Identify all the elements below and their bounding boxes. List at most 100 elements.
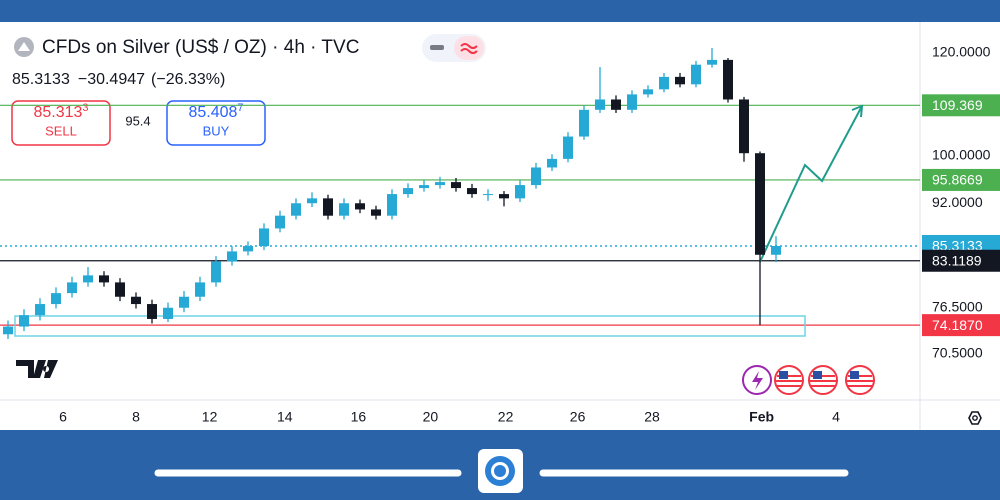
candle-body: [323, 198, 333, 216]
candle-body: [611, 99, 621, 110]
candle-body: [67, 282, 77, 294]
candle-body: [531, 167, 541, 186]
x-tick-label: 26: [570, 409, 586, 425]
x-tick-label: 4: [832, 409, 840, 425]
candle-body: [771, 245, 781, 255]
candle-body: [51, 293, 61, 305]
header-quote: 85.3133 −30.4947 (−26.33%): [12, 71, 225, 88]
candle-body: [35, 304, 45, 316]
event-bolt: [752, 371, 763, 390]
y-tick-label: 120.0000: [932, 43, 991, 59]
spread: 95.4: [125, 113, 150, 128]
candle-body: [211, 261, 221, 283]
candle-body: [83, 275, 93, 283]
toggle-active: [454, 36, 484, 60]
level-label: 95.8669: [932, 172, 983, 188]
candle-body: [307, 198, 317, 204]
settings-icon[interactable]: [968, 411, 982, 425]
chart-title: CFDs on Silver (US$ / OZ) · 4h · TVC: [42, 37, 359, 58]
candle-body: [435, 182, 445, 186]
x-tick-label: 6: [59, 409, 67, 425]
candle-body: [355, 203, 365, 210]
y-tick-label: 100.0000: [932, 147, 991, 163]
x-tick-label: 28: [644, 409, 660, 425]
candle-body: [739, 99, 749, 154]
candle-body: [691, 64, 701, 85]
sell-button[interactable]: [11, 100, 111, 146]
event-flag[interactable]: [808, 365, 838, 395]
axis-labels: 120.0000 100.0000 92.0000 76.5000 70.5000 6 8 1…: [59, 43, 1000, 425]
candle-body: [371, 209, 381, 216]
symbol-icon-glyph: [18, 42, 30, 51]
candle-body: [163, 307, 173, 319]
event-flag[interactable]: [845, 365, 875, 395]
buy-label: BUY: [203, 123, 230, 138]
candle-body: [595, 99, 605, 110]
candle-body: [499, 194, 509, 199]
projection-arrowhead: [851, 104, 864, 118]
level-label-box: [922, 249, 1000, 272]
level-label: 109.369: [932, 97, 983, 113]
candle-body: [675, 76, 685, 85]
candle-body: [339, 203, 349, 216]
candle-body: [387, 194, 397, 216]
candle-body: [627, 94, 637, 110]
candle-body: [3, 326, 13, 335]
candle-body: [643, 89, 653, 95]
candle-body: [547, 158, 557, 168]
level-label-box: [922, 94, 1000, 117]
candle-body: [195, 282, 205, 297]
change: −30.4947: [78, 71, 145, 88]
candle-body: [147, 304, 157, 319]
candle-body: [659, 76, 669, 90]
candle-body: [579, 109, 589, 137]
support-zone: [14, 315, 806, 337]
x-tick-label: 12: [202, 409, 218, 425]
buy-pip: 7: [237, 102, 243, 114]
y-tick-label: 76.5000: [932, 298, 983, 314]
candle-body: [467, 188, 477, 195]
x-tick-label: 22: [498, 409, 514, 425]
toggle-wave: [460, 43, 478, 54]
candle-body: [291, 203, 301, 216]
x-tick-label: Feb: [749, 409, 774, 425]
candle-body: [275, 215, 285, 229]
candle-body: [483, 194, 493, 196]
buy-button[interactable]: [166, 100, 266, 146]
candle-body: [227, 251, 237, 262]
tradingview-logo: [16, 360, 58, 378]
candle-body: [419, 185, 429, 189]
settings-icon-dot: [972, 415, 978, 421]
top-bar: [0, 0, 1000, 22]
candle-body: [755, 153, 765, 255]
x-tick-label: 8: [132, 409, 140, 425]
level-label-box: [922, 168, 1000, 191]
candle-body: [243, 246, 253, 252]
candle-body: [99, 275, 109, 283]
last-price: 85.3133: [12, 71, 70, 88]
sell-pip: 3: [82, 102, 88, 114]
change-pct: (−26.33%): [151, 71, 225, 88]
candle-body: [451, 182, 461, 189]
candle-body: [515, 185, 525, 199]
candle-body: [563, 136, 573, 159]
level-label: 83.1189: [932, 252, 982, 268]
candles: [3, 48, 781, 339]
level-label-box: [922, 314, 1000, 337]
sell-label: SELL: [45, 123, 77, 138]
projection-path: [759, 105, 863, 263]
event-flag[interactable]: [774, 365, 804, 395]
toggle-minus: [430, 45, 444, 50]
sell-price: 85.3133: [33, 102, 88, 121]
buy-price: 85.4087: [188, 102, 243, 121]
level-label: 74.1870: [932, 317, 983, 333]
candle-body: [403, 188, 413, 195]
buy-main: 85.408: [188, 104, 237, 121]
x-tick-label: 20: [423, 409, 439, 425]
candle-body: [131, 296, 141, 305]
candle-body: [179, 296, 189, 308]
candle-body: [723, 59, 733, 100]
sell-main: 85.313: [33, 104, 82, 121]
